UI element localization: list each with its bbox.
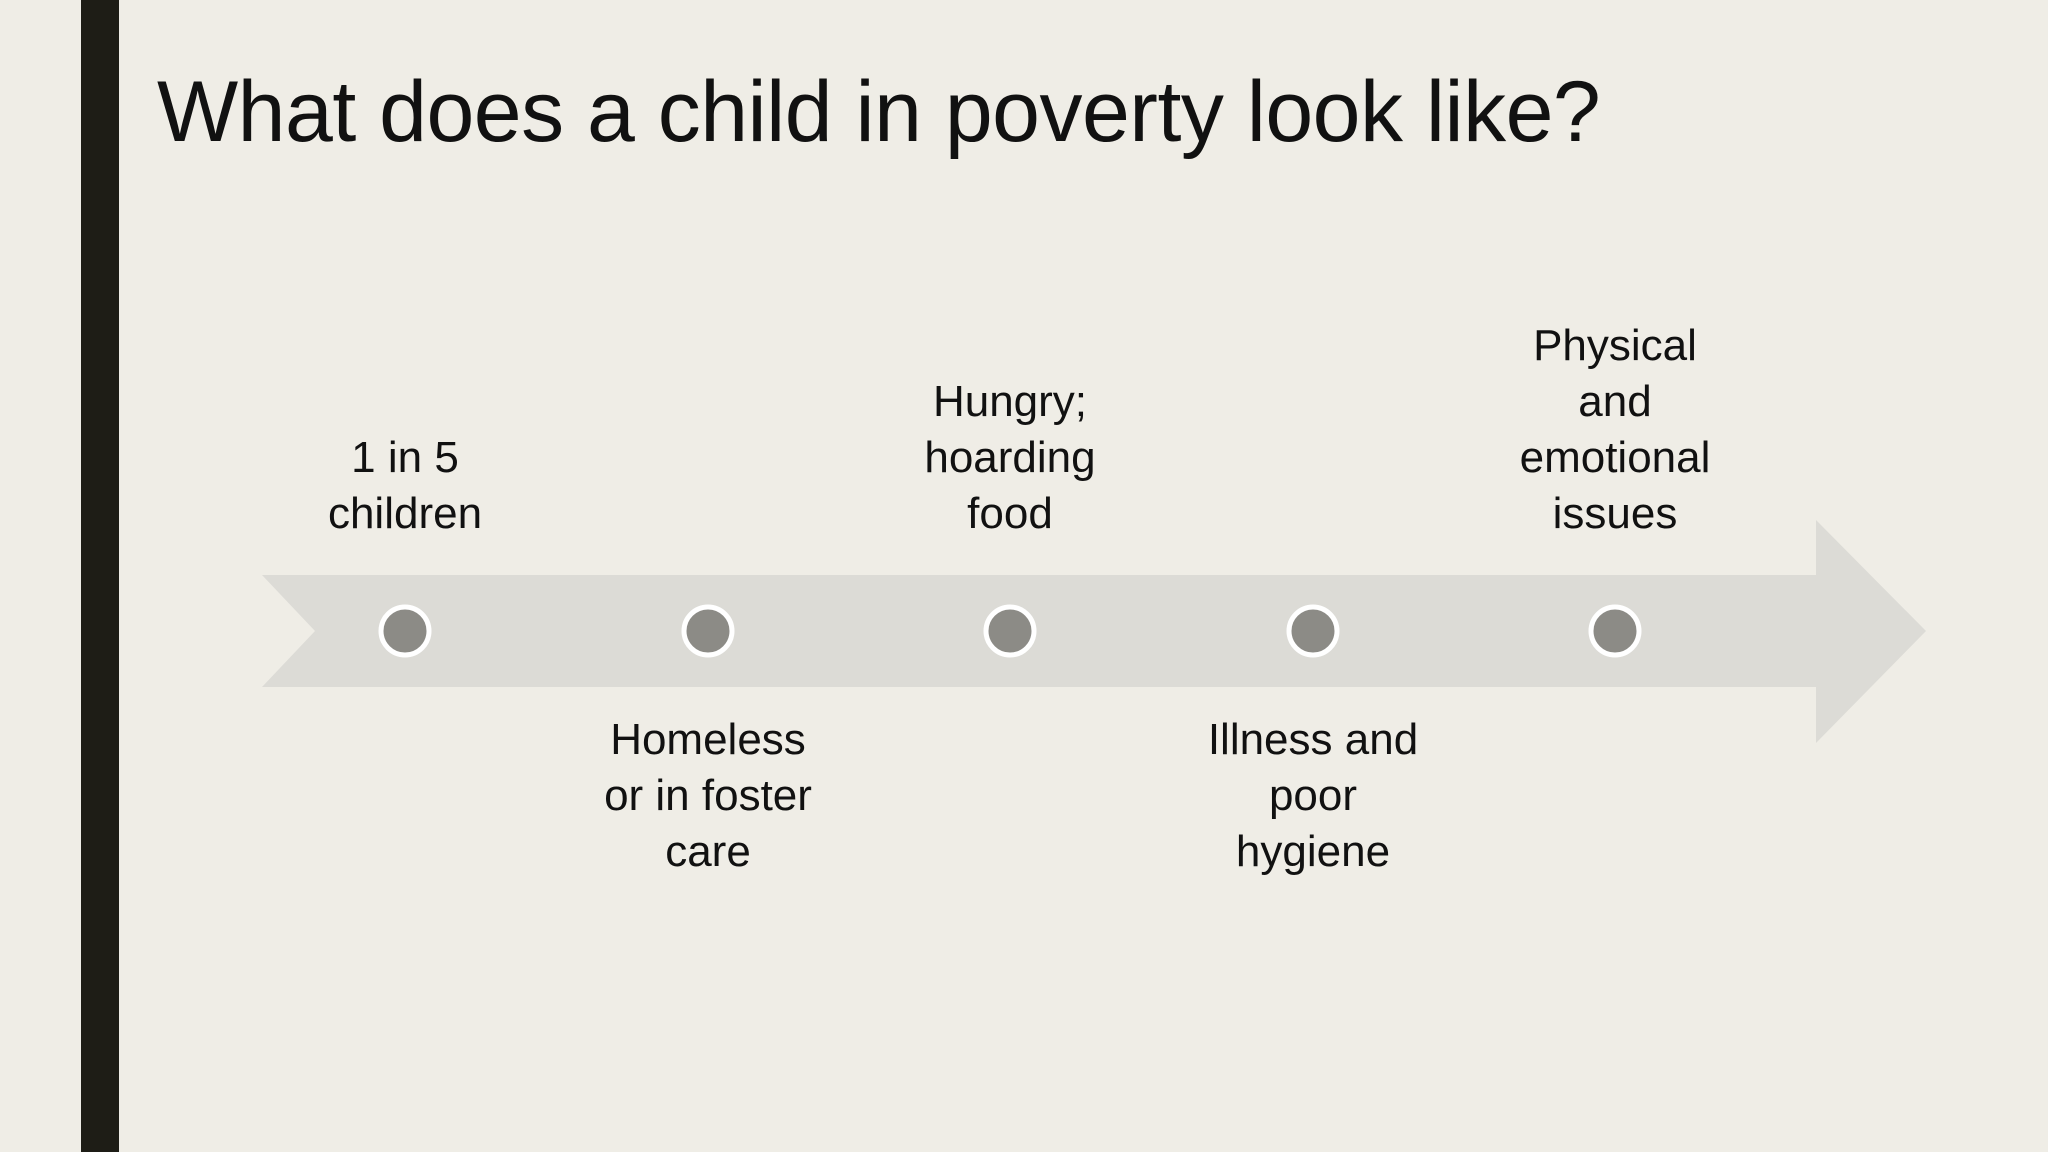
- timeline-dot-5: [1588, 604, 1642, 658]
- slide-title: What does a child in poverty look like?: [157, 64, 1601, 160]
- timeline-dot-4: [1286, 604, 1340, 658]
- accent-bar: [81, 0, 119, 1152]
- timeline-label-1: 1 in 5 children: [327, 433, 483, 538]
- timeline-label-2: Homeless or in foster care: [604, 715, 812, 876]
- timeline-dot-2: [681, 604, 735, 658]
- timeline-label-5: Physical and emotional issues: [1519, 321, 1711, 538]
- timeline-dot-1: [378, 604, 432, 658]
- timeline-arrow-shape: [262, 520, 1926, 743]
- timeline-label-3: Hungry; hoarding food: [924, 377, 1096, 538]
- timeline-dot-3: [983, 604, 1037, 658]
- timeline-label-4: Illness and poor hygiene: [1207, 715, 1419, 876]
- timeline-dots: [378, 604, 1642, 658]
